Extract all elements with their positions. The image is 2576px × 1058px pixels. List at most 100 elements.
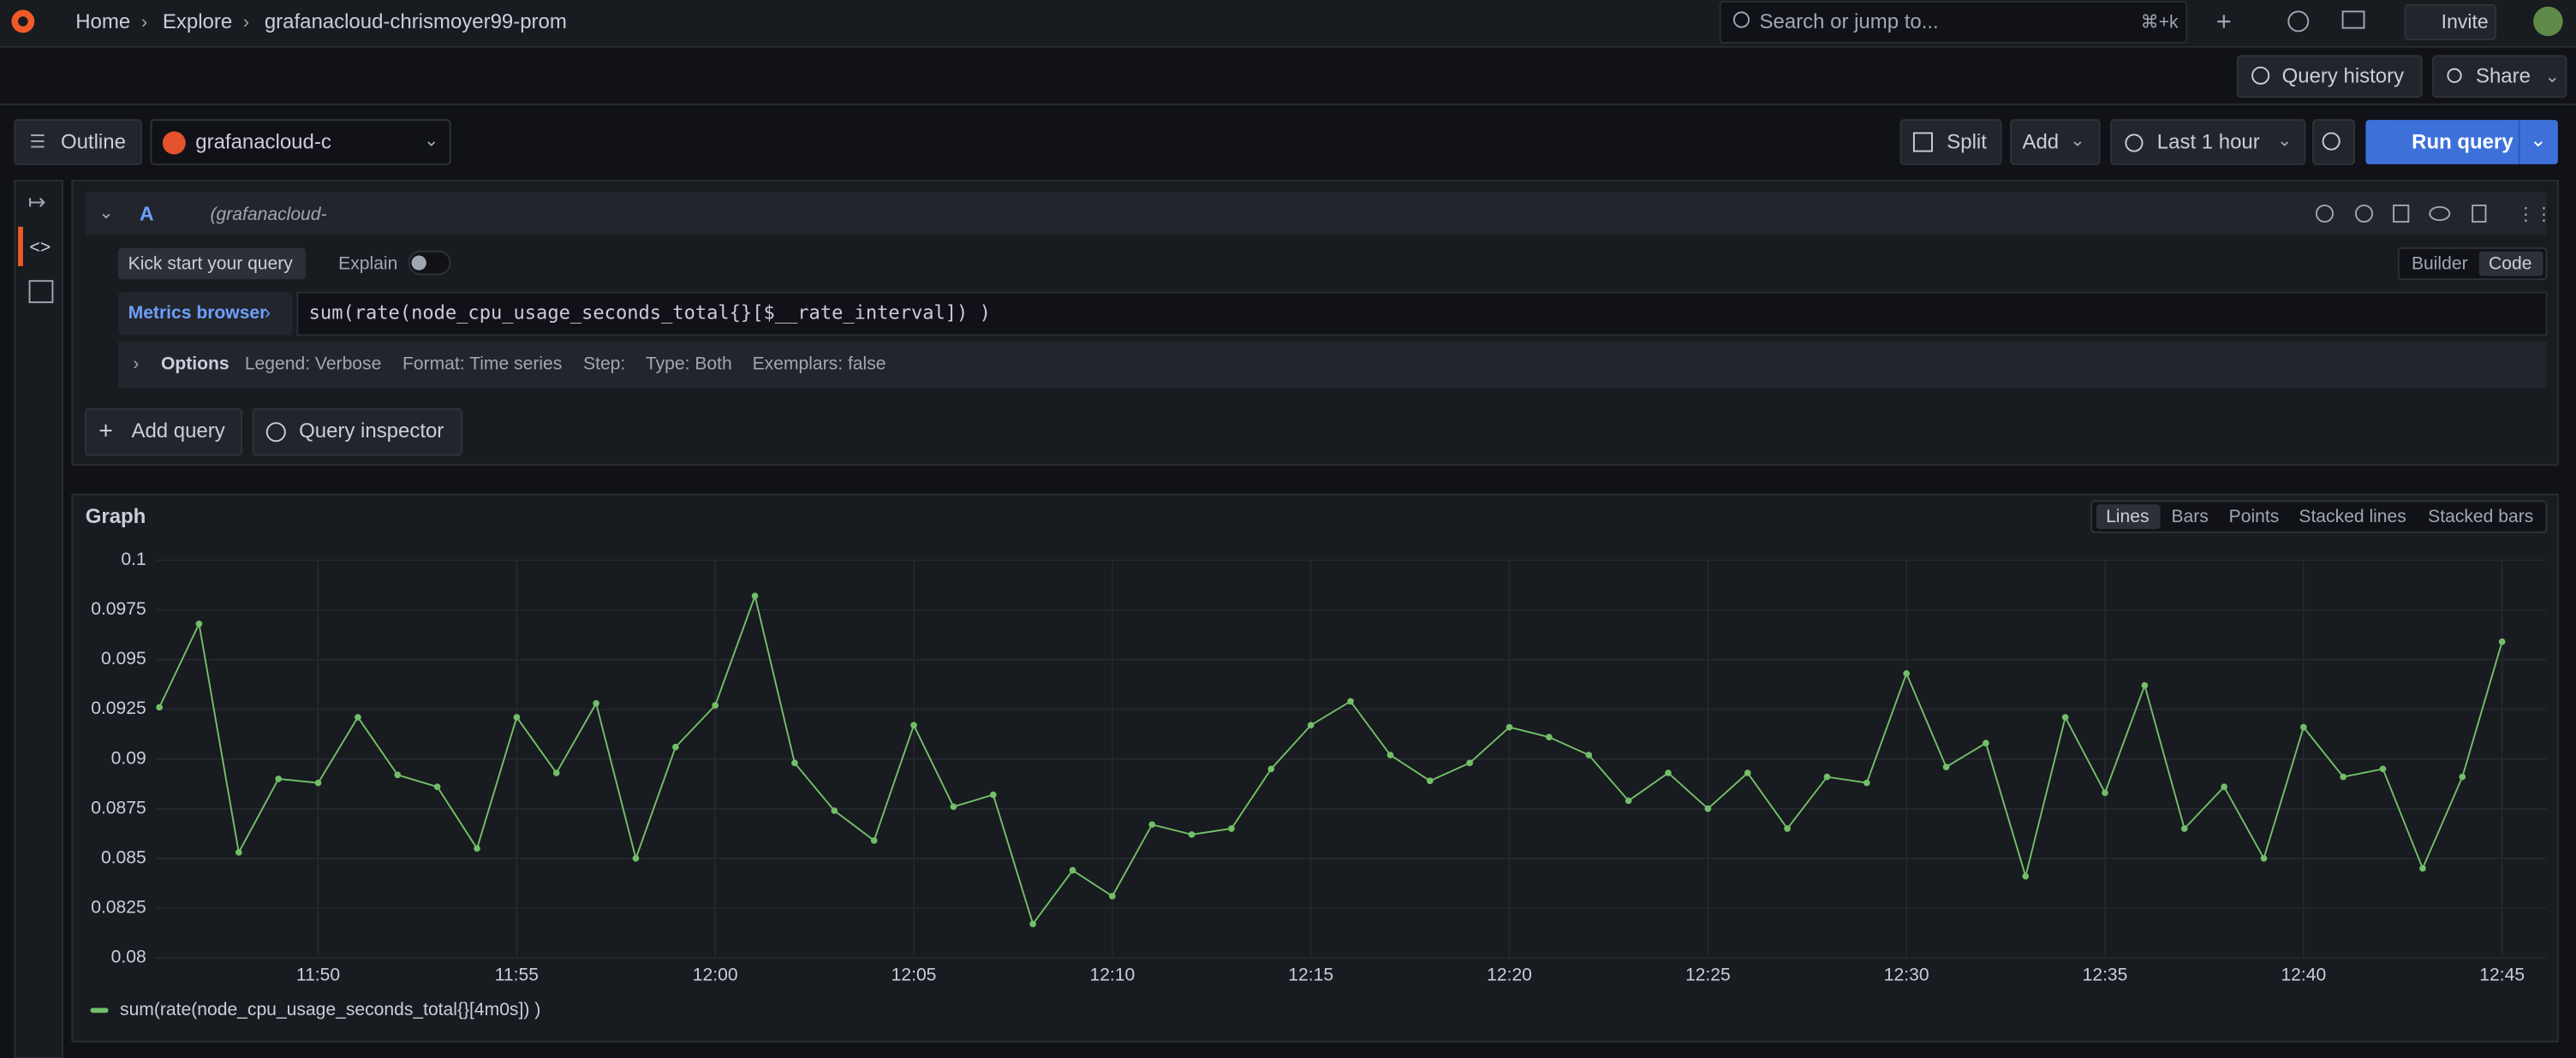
y-tick-label: 0.09: [111, 748, 146, 768]
breadcrumb: grafanacloud-chrismoyer99-prom: [265, 10, 567, 33]
separator: ›: [141, 12, 147, 32]
share-button[interactable]: Share ⌄: [2433, 56, 2566, 97]
view-option[interactable]: Lines: [2106, 507, 2149, 526]
legend-label: sum(rate(node_cpu_usage_seconds_total{}[…: [120, 1000, 540, 1019]
data-point: [553, 770, 560, 776]
y-tick-label: 0.1: [121, 550, 146, 569]
y-tick-label: 0.0875: [91, 798, 146, 817]
query-history-label: Query history: [2282, 65, 2405, 88]
plus-icon: +: [98, 417, 113, 444]
outline-button[interactable]: ☰ Outline: [15, 120, 141, 164]
zoom-out-button[interactable]: [2313, 120, 2354, 164]
data-point: [1228, 825, 1235, 832]
datasource-name: grafanacloud-c: [195, 130, 331, 153]
queries-icon[interactable]: <>: [30, 237, 51, 257]
drag-icon[interactable]: ⋮⋮: [2517, 205, 2553, 224]
metrics-browser-button[interactable]: Metrics browser ›: [118, 293, 292, 336]
data-point: [1466, 760, 1473, 767]
data-point: [2221, 783, 2227, 790]
data-point: [156, 704, 163, 710]
data-point: [672, 744, 679, 751]
data-point: [1308, 722, 1315, 728]
x-tick-label: 12:35: [2083, 966, 2128, 985]
invite-label: Invite: [2442, 10, 2489, 33]
datasource-picker[interactable]: grafanacloud-c ⌄: [151, 120, 450, 164]
data-point: [196, 621, 203, 627]
data-point: [1267, 765, 1274, 772]
data-point: [2261, 855, 2268, 862]
mode-option[interactable]: Code: [2489, 254, 2531, 274]
data-point: [1347, 698, 1354, 705]
data-point: [394, 771, 401, 778]
view-option[interactable]: Bars: [2172, 507, 2209, 526]
outline-icon: ☰: [30, 133, 46, 152]
data-point: [1863, 780, 1870, 787]
toggle-knob: [412, 255, 426, 270]
search-box[interactable]: Search or jump to... ⌘+k: [1720, 2, 2187, 43]
run-query-button[interactable]: Run query ⌄: [2365, 120, 2557, 164]
data-point: [593, 700, 599, 707]
split-button[interactable]: Split: [1901, 120, 2001, 164]
data-point: [1824, 774, 1831, 781]
breadcrumb[interactable]: Home: [75, 10, 130, 33]
x-tick-label: 12:00: [693, 966, 738, 985]
new-icon[interactable]: +: [2216, 6, 2232, 36]
query-header: [86, 193, 2547, 235]
data-point: [514, 714, 521, 721]
explain-toggle[interactable]: [409, 252, 450, 275]
x-tick-label: 12:15: [1288, 966, 1333, 985]
avatar[interactable]: [2533, 7, 2563, 37]
query-inspector-button[interactable]: Query inspector: [253, 409, 462, 455]
chevron: ⌄: [2530, 128, 2546, 151]
option: Step:: [583, 354, 625, 374]
y-tick-label: 0.0825: [91, 897, 146, 917]
view-option[interactable]: Stacked bars: [2428, 507, 2533, 526]
add-query-button[interactable]: + Add query: [86, 409, 242, 455]
view-option[interactable]: Stacked lines: [2299, 507, 2406, 526]
view-option[interactable]: Points: [2229, 507, 2280, 526]
prometheus-icon: [163, 132, 186, 155]
data-point: [1943, 764, 1950, 770]
x-tick-label: 12:30: [1884, 966, 1929, 985]
metrics-browser-label: Metrics browser: [128, 303, 267, 323]
data-point: [1903, 670, 1910, 677]
ref-id: A: [140, 202, 154, 224]
add-label: Add: [2023, 130, 2060, 153]
separator: ›: [243, 12, 249, 32]
split-label: Split: [1947, 130, 1987, 153]
mode-option[interactable]: Builder: [2412, 254, 2468, 274]
data-point: [2380, 765, 2387, 772]
chevron: ⌄: [2545, 67, 2561, 86]
active-indicator: [18, 227, 23, 266]
explain-label: Explain: [338, 254, 397, 274]
data-point: [1665, 770, 1672, 776]
data-point: [355, 714, 361, 721]
kick-start-button[interactable]: Kick start your query: [118, 248, 306, 279]
data-point: [2499, 639, 2506, 645]
data-point: [1744, 770, 1751, 776]
breadcrumb[interactable]: Explore: [163, 10, 232, 33]
x-tick-label: 11:50: [296, 966, 340, 985]
y-tick-label: 0.085: [101, 847, 146, 867]
collapse-chevron[interactable]: ⌄: [98, 203, 114, 223]
x-tick-label: 12:20: [1487, 966, 1532, 985]
chevron: ›: [133, 354, 139, 374]
data-point: [831, 807, 838, 814]
add-button[interactable]: Add ⌄: [2011, 120, 2100, 164]
query-history-button[interactable]: Query history: [2238, 56, 2422, 97]
collapse-icon[interactable]: ↦: [28, 191, 46, 215]
data-point: [1784, 825, 1791, 832]
chevron: ›: [265, 303, 271, 323]
data-point: [990, 792, 997, 799]
invite-button[interactable]: Invite: [2405, 5, 2496, 39]
time-picker[interactable]: Last 1 hour ⌄: [2111, 120, 2305, 164]
zoom-bg[interactable]: [2313, 120, 2354, 164]
data-point: [1585, 752, 1592, 758]
option: Format: Time series: [402, 354, 562, 374]
data-point: [2419, 865, 2426, 872]
data-point: [2022, 873, 2029, 880]
data-point: [2102, 789, 2108, 796]
graph-panel: [72, 495, 2557, 1042]
